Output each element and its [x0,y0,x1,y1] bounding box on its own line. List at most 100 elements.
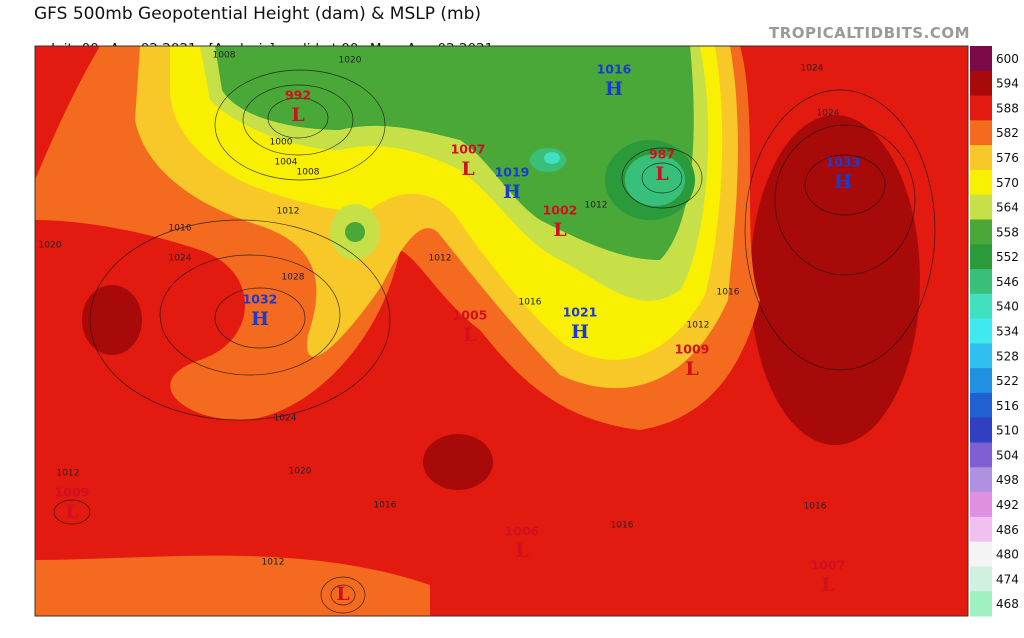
colorbar-cell [970,392,992,419]
isobar-label: 1028 [282,273,305,283]
center-letter: L [65,501,78,523]
colorbar-cell [970,46,992,72]
isobar-label: 1016 [611,521,634,531]
center-value: 987 [649,147,675,162]
center-letter: H [251,308,269,330]
colorbar-cell [970,95,992,121]
colorbar-cell [970,541,992,567]
isobar-label: 1016 [169,224,192,234]
center-letter: L [655,163,668,185]
colorbar-cell [970,492,992,518]
center-value: 1033 [826,155,861,170]
colorbar-cell [970,194,992,220]
colorbar-cell [970,591,992,617]
isobar-label: 1020 [289,467,312,477]
colorbar-label: 480 [996,548,1019,562]
colorbar-label: 498 [996,473,1019,487]
isobar-label: 1012 [262,558,285,568]
center-value: 1007 [451,142,486,157]
isobar-label: 1024 [801,64,824,74]
colorbar-label: 492 [996,498,1019,512]
isobar-label: 1012 [277,207,300,217]
center-letter: L [461,158,474,180]
center-letter: L [685,358,698,380]
center-value: 1002 [543,203,578,218]
colorbar-cell [970,442,992,468]
center-value: 1007 [811,558,846,573]
title: GFS 500mb Geopotential Height (dam) & MS… [34,4,482,24]
isobar-label: 1004 [275,158,298,168]
center-letter: L [515,540,528,562]
isobar-label: 1024 [817,109,840,119]
isobar-label: 1012 [57,469,80,479]
isobar-label: 1020 [339,56,362,66]
isobar-label: 1012 [429,254,452,264]
isobar-label: 1008 [297,168,320,178]
center-letter: H [834,171,852,193]
colorbar-label: 534 [996,325,1019,339]
colorbar-label: 522 [996,374,1019,388]
isobar-label: 1024 [274,414,297,424]
colorbar-cell [970,516,992,543]
colorbar-label: 576 [996,151,1019,165]
isobar-label: 1000 [270,138,293,148]
colorbar-cell [970,467,992,493]
source: TROPICALTIDBITS.COM [769,24,970,42]
colorbar-label: 486 [996,523,1019,537]
colorbar-cell [970,318,992,344]
center-letter: L [336,583,349,605]
colorbar-label: 504 [996,448,1019,462]
colorbar-label: 510 [996,424,1019,438]
colorbar-cell [970,293,992,320]
center-letter: H [503,181,521,203]
colorbar-cell [970,244,992,270]
isobar-label: 1008 [213,51,236,61]
colorbar-label: 582 [996,126,1019,140]
isobar-labels: 1008100010041008101210161020102410281024… [39,51,840,568]
center-value: 1005 [453,308,488,323]
center-letter: H [571,321,589,343]
center-value: 1032 [243,292,278,307]
height-field [35,46,968,616]
center-value: 1021 [563,305,598,320]
center-letter: L [463,324,476,346]
center-value: 1009 [675,342,710,357]
colorbar-cell [970,417,992,444]
colorbar-label: 474 [996,572,1019,586]
center-letter: H [605,78,623,100]
colorbar-label: 594 [996,77,1019,91]
isobar-label: 1012 [585,201,608,211]
center-letter: L [821,574,834,596]
isobar-label: 1012 [687,321,710,331]
colorbar-cell [970,368,992,394]
isobar-label: 1016 [804,502,827,512]
colorbar-cell [970,269,992,295]
colorbar-label: 600 [996,52,1019,66]
colorbar-label: 588 [996,101,1019,115]
center-value: 1016 [597,62,632,77]
colorbar-cell [970,219,992,245]
center-letter: L [291,104,304,126]
isobar-label: 1020 [39,241,62,251]
colorbar-label: 468 [996,597,1019,611]
isobar-label: 1016 [519,298,542,308]
colorbar-cell [970,343,992,369]
colorbar-label: 546 [996,275,1019,289]
center-value: 1019 [495,165,530,180]
colorbar-label: 528 [996,349,1019,363]
colorbar-cell [970,169,992,196]
colorbar-label: 570 [996,176,1019,190]
colorbar-label: 552 [996,250,1019,264]
colorbar-label: 540 [996,300,1019,314]
colorbar-cell [970,70,992,97]
center-letter: L [553,219,566,241]
map-frame [34,45,969,617]
colorbar: 600 594 588 582 576 570 564 558 552 546 540 534 528 5… [970,46,1019,617]
colorbar-cell [970,120,992,146]
center-value: 1009 [55,485,90,500]
colorbar-cell [970,566,992,592]
center-value: 1006 [505,524,540,539]
